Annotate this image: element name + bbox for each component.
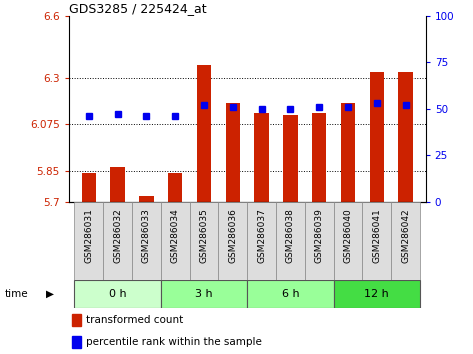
Text: ▶: ▶: [46, 289, 54, 299]
Bar: [161, 202, 190, 280]
Bar: [333, 280, 420, 308]
Text: GSM286031: GSM286031: [84, 208, 93, 263]
Bar: [132, 202, 161, 280]
Text: GSM286042: GSM286042: [401, 208, 410, 263]
Bar: [283, 115, 298, 202]
Bar: [226, 103, 240, 202]
Bar: [168, 173, 183, 202]
Bar: [74, 280, 161, 308]
Text: percentile rank within the sample: percentile rank within the sample: [87, 337, 263, 347]
Text: GDS3285 / 225424_at: GDS3285 / 225424_at: [69, 2, 206, 15]
Text: 6 h: 6 h: [281, 289, 299, 299]
Bar: [247, 202, 276, 280]
Text: GSM286036: GSM286036: [228, 208, 237, 263]
Text: transformed count: transformed count: [87, 315, 184, 325]
Bar: [276, 202, 305, 280]
Text: GSM286040: GSM286040: [343, 208, 352, 263]
Bar: [341, 103, 355, 202]
Bar: [197, 65, 211, 202]
Bar: [72, 336, 81, 348]
Bar: [139, 195, 154, 202]
Bar: [103, 202, 132, 280]
Text: time: time: [5, 289, 28, 299]
Bar: [254, 113, 269, 202]
Bar: [247, 280, 333, 308]
Bar: [81, 173, 96, 202]
Text: GSM286034: GSM286034: [171, 208, 180, 263]
Text: GSM286039: GSM286039: [315, 208, 324, 263]
Text: 3 h: 3 h: [195, 289, 213, 299]
Bar: [391, 202, 420, 280]
Text: GSM286035: GSM286035: [200, 208, 209, 263]
Bar: [72, 314, 81, 326]
Bar: [190, 202, 219, 280]
Text: 12 h: 12 h: [364, 289, 389, 299]
Bar: [362, 202, 391, 280]
Text: GSM286038: GSM286038: [286, 208, 295, 263]
Bar: [74, 202, 103, 280]
Text: GSM286032: GSM286032: [113, 208, 122, 263]
Text: GSM286041: GSM286041: [372, 208, 381, 263]
Bar: [369, 72, 384, 202]
Bar: [333, 202, 362, 280]
Bar: [219, 202, 247, 280]
Bar: [161, 280, 247, 308]
Bar: [398, 72, 413, 202]
Bar: [305, 202, 333, 280]
Text: 0 h: 0 h: [109, 289, 126, 299]
Text: GSM286033: GSM286033: [142, 208, 151, 263]
Bar: [312, 113, 326, 202]
Bar: [110, 167, 125, 202]
Text: GSM286037: GSM286037: [257, 208, 266, 263]
